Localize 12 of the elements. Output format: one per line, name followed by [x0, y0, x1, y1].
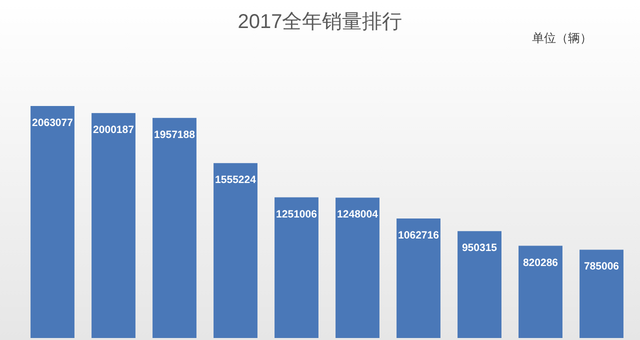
data-label: 950315 — [462, 242, 498, 254]
data-label: 1062716 — [398, 229, 440, 242]
data-label: 1957188 — [154, 128, 196, 141]
data-label: 1248004 — [337, 208, 378, 221]
data-label: 2000187 — [93, 124, 134, 136]
data-label: 785006 — [584, 260, 620, 273]
chart-title: 2017全年销量排行 — [238, 11, 402, 33]
text: 单位（辆） — [532, 31, 592, 45]
data-label: 2063077 — [32, 117, 74, 129]
data-label: 1555224 — [215, 174, 256, 186]
data-label: 820286 — [522, 256, 558, 269]
data-label: 1251006 — [276, 208, 318, 220]
